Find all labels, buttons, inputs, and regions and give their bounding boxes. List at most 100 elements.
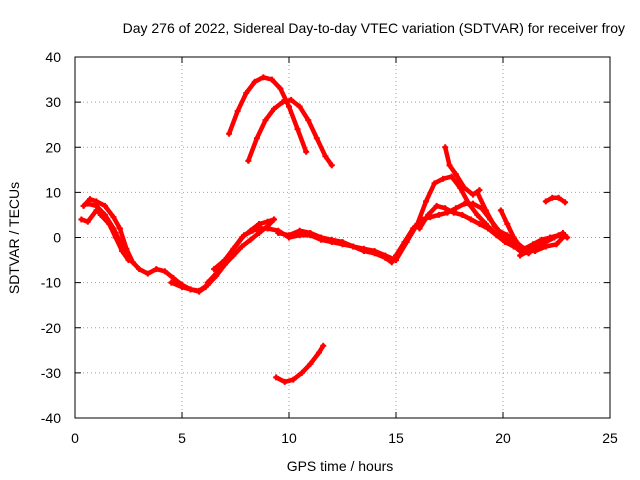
data-point (452, 205, 459, 212)
data-point (393, 252, 399, 259)
data-point (262, 117, 269, 124)
data-point (470, 191, 477, 198)
data-point (125, 257, 132, 264)
data-point (271, 216, 278, 223)
series-track-11 (273, 343, 326, 385)
data-point (440, 175, 447, 182)
data-point (474, 189, 481, 196)
y-axis-label: SDTVAR / TECUs (6, 182, 22, 294)
y-tick-label: 40 (45, 49, 61, 65)
data-point (493, 232, 500, 239)
data-point (322, 153, 329, 160)
data-point (549, 194, 556, 201)
data-point (497, 207, 504, 214)
data-point (485, 225, 492, 232)
y-tick-label: -10 (41, 275, 61, 291)
data-point (448, 173, 455, 180)
data-point (286, 103, 292, 110)
data-point (112, 234, 119, 241)
data-point (78, 216, 85, 223)
data-point (106, 220, 113, 227)
data-point (525, 248, 532, 255)
data-point (303, 148, 310, 155)
y-tick-label: 0 (53, 230, 61, 246)
data-point (170, 275, 177, 282)
data-point (264, 225, 271, 232)
data-point (517, 252, 524, 259)
data-point (318, 234, 325, 241)
data-point (510, 234, 517, 241)
data-point (144, 270, 151, 277)
axis-ticks (74, 56, 611, 419)
data-point (296, 103, 303, 110)
data-point (431, 180, 438, 187)
data-point (187, 286, 194, 293)
data-point (307, 229, 314, 236)
data-point (258, 225, 265, 232)
series-track-09 (226, 75, 309, 155)
data-point (416, 225, 423, 232)
data-point (179, 284, 185, 291)
data-point (551, 234, 558, 241)
data-point (459, 211, 466, 218)
data-point (97, 211, 104, 218)
data-point (296, 227, 303, 234)
data-point (500, 232, 506, 239)
data-point (562, 199, 569, 206)
data-point (84, 200, 91, 207)
data-point (213, 270, 220, 277)
data-point (388, 259, 395, 266)
data-point (491, 223, 498, 230)
data-point (422, 198, 429, 205)
data-point (542, 239, 549, 246)
data-point (360, 248, 367, 255)
data-point (116, 225, 123, 232)
y-tick-label: 30 (45, 94, 61, 110)
data-point (435, 211, 442, 218)
data-point (226, 130, 233, 137)
data-point (288, 96, 295, 103)
data-point (442, 144, 449, 151)
data-point (476, 220, 483, 227)
x-tick-label: 0 (71, 430, 79, 446)
x-tick-label: 25 (602, 430, 618, 446)
x-tick-label: 5 (178, 430, 186, 446)
x-tick-label: 10 (281, 430, 297, 446)
data-point (249, 227, 256, 234)
data-point (245, 157, 252, 164)
data-series (78, 74, 571, 385)
data-point (320, 342, 327, 349)
data-point (290, 376, 297, 383)
data-point (465, 200, 472, 207)
y-tick-label: -40 (41, 410, 61, 426)
y-tick-label: -30 (41, 365, 61, 381)
data-point (230, 252, 237, 259)
x-tick-labels: 0 5 10 15 20 25 (71, 430, 618, 446)
data-point (279, 99, 286, 106)
data-point (101, 202, 108, 209)
data-point (119, 248, 126, 255)
data-point (253, 135, 260, 142)
series-track-14 (417, 203, 525, 254)
data-point (243, 90, 250, 97)
data-point (371, 250, 378, 257)
x-axis-label: GPS time / hours (287, 458, 394, 474)
grid-lines (75, 57, 610, 418)
data-point (307, 360, 314, 367)
data-point (168, 279, 175, 286)
data-point (232, 243, 239, 250)
data-point (256, 220, 263, 227)
data-point (286, 232, 292, 239)
data-point (238, 243, 245, 250)
y-tick-label: -20 (41, 320, 61, 336)
data-point (80, 202, 87, 209)
data-point (110, 214, 117, 221)
data-point (93, 202, 100, 209)
data-point (86, 196, 93, 203)
data-point (264, 218, 271, 225)
data-point (281, 378, 288, 385)
data-point (268, 76, 275, 83)
data-point (136, 266, 143, 273)
data-point (559, 229, 566, 236)
